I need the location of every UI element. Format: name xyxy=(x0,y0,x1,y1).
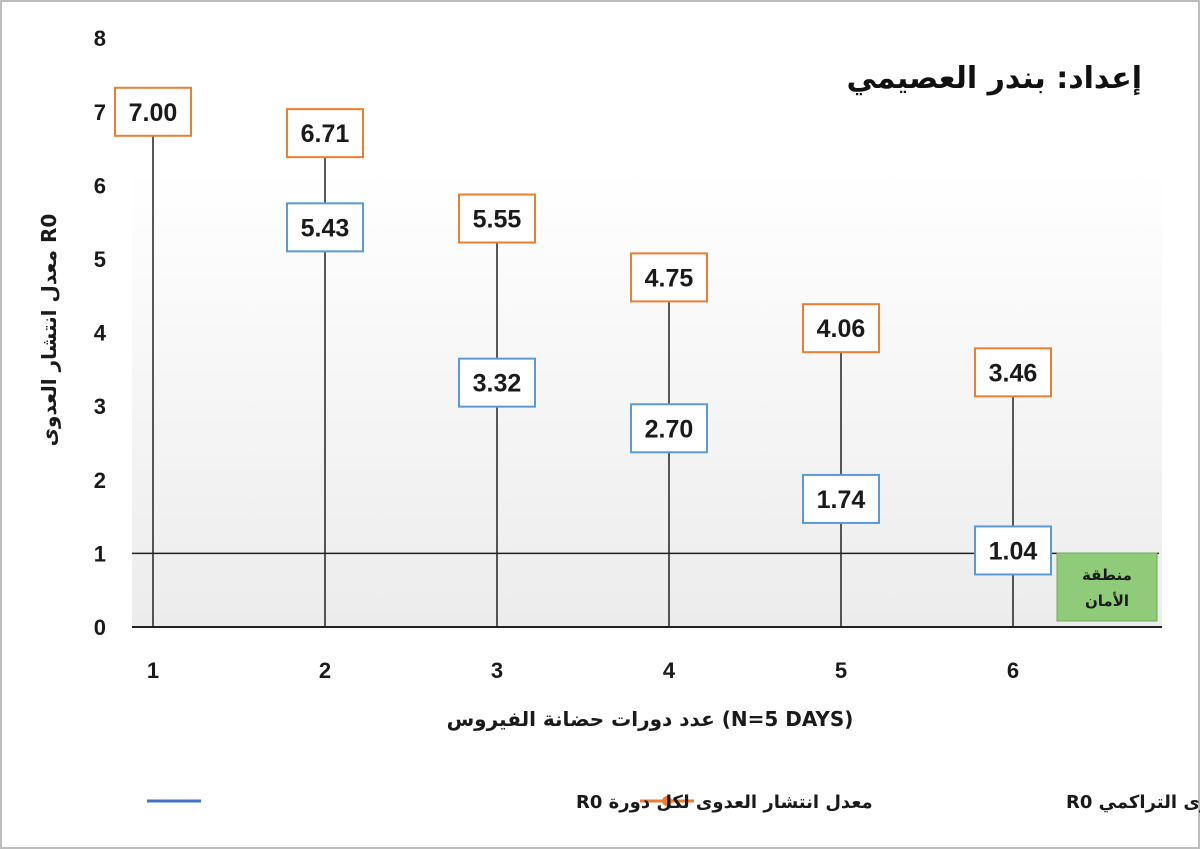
data-label-box xyxy=(630,252,708,303)
y-tick-label: 3 xyxy=(94,394,106,419)
data-label-text: 3.32 xyxy=(473,370,522,398)
x-tick-label: 4 xyxy=(663,658,676,683)
data-label-text: 6.71 xyxy=(301,120,350,148)
y-tick-label: 4 xyxy=(94,321,107,346)
safe-zone-label-line2: الأمان xyxy=(1085,592,1129,610)
y-tick-label: 0 xyxy=(94,615,106,640)
safe-zone-box xyxy=(1056,552,1158,622)
data-label-box xyxy=(802,473,880,524)
y-tick-label: 2 xyxy=(94,468,106,493)
y-tick-label: 1 xyxy=(94,541,106,566)
data-label-cumulative: 4.75 xyxy=(630,252,708,303)
data-label-text: 7.00 xyxy=(129,99,178,127)
data-label-box xyxy=(802,303,880,354)
data-label-cumulative: 4.06 xyxy=(802,303,880,354)
x-axis-title: عدد دورات حضانة الفيروس (N=5 DAYS) xyxy=(447,707,854,731)
y-tick-label: 7 xyxy=(94,100,106,125)
data-label-box xyxy=(286,202,364,253)
data-label-text: 4.06 xyxy=(817,315,866,343)
data-label-box xyxy=(630,403,708,454)
legend: معدل انتشار العدوى التراكمي R0 معدل انتش… xyxy=(147,792,1200,813)
data-label-cumulative: 6.71 xyxy=(286,108,364,159)
data-label-per-cycle: 1.04 xyxy=(974,525,1052,576)
data-label-cumulative: 3.46 xyxy=(974,347,1052,398)
x-tick-label: 2 xyxy=(319,658,331,683)
data-label-box xyxy=(458,357,536,408)
x-tick-label: 1 xyxy=(147,658,159,683)
data-label-text: 5.43 xyxy=(301,214,350,242)
data-label-box xyxy=(114,86,192,137)
data-label-text: 4.75 xyxy=(645,264,694,292)
credit-text: إعداد: بندر العصيمي xyxy=(846,61,1142,96)
data-label-per-cycle: 2.70 xyxy=(630,403,708,454)
data-label-box xyxy=(974,525,1052,576)
x-tick-label: 6 xyxy=(1007,658,1019,683)
data-label-cumulative: 7.00 xyxy=(114,86,192,137)
y-tick-label: 6 xyxy=(94,173,106,198)
legend-marker-cumulative xyxy=(662,796,672,806)
safe-zone-label-line1: منطقة xyxy=(1082,566,1132,584)
legend-item-per-cycle[interactable]: معدل انتشار العدوى لكل دورة R0 xyxy=(147,792,873,813)
y-tick-label: 8 xyxy=(94,26,106,51)
data-label-box xyxy=(286,108,364,159)
y-tick-label: 5 xyxy=(94,247,106,272)
data-label-box xyxy=(974,347,1052,398)
data-label-text: 3.46 xyxy=(989,359,1038,387)
data-label-per-cycle: 1.74 xyxy=(802,473,880,524)
x-tick-label: 5 xyxy=(835,658,847,683)
data-label-box xyxy=(458,193,536,244)
x-tick-label: 3 xyxy=(491,658,503,683)
safe-zone: منطقة الأمان xyxy=(1056,552,1158,622)
legend-label-cumulative: معدل انتشار العدوى التراكمي R0 xyxy=(1066,792,1200,813)
data-label-text: 2.70 xyxy=(645,415,694,443)
y-axis-title: معدل انتشار العدوى R0 xyxy=(37,214,61,447)
legend-label-per-cycle: معدل انتشار العدوى لكل دورة R0 xyxy=(576,792,873,813)
data-label-per-cycle: 3.32 xyxy=(458,357,536,408)
data-label-text: 1.74 xyxy=(817,486,866,514)
data-label-text: 1.04 xyxy=(989,537,1038,565)
data-label-cumulative: 5.55 xyxy=(458,193,536,244)
legend-item-cumulative[interactable]: معدل انتشار العدوى التراكمي R0 xyxy=(640,792,1200,813)
data-label-per-cycle: 5.43 xyxy=(286,202,364,253)
data-label-text: 5.55 xyxy=(473,206,522,234)
